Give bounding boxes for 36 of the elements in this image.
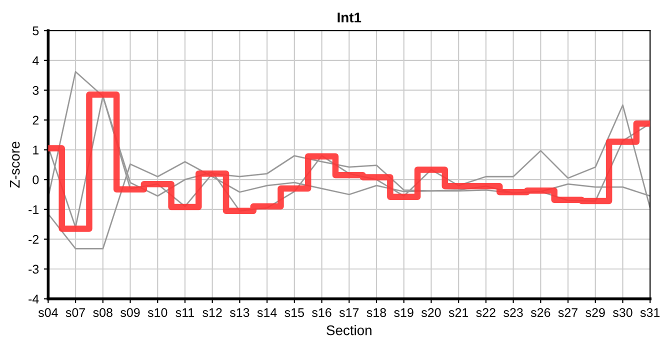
x-tick-label: s04 bbox=[38, 308, 58, 318]
x-tick-label: s15 bbox=[284, 308, 304, 318]
x-tick-label: s19 bbox=[394, 308, 414, 318]
y-axis-title: Z-score bbox=[10, 142, 20, 188]
x-tick-label: s27 bbox=[558, 308, 578, 318]
y-tick-label: 0 bbox=[32, 175, 39, 184]
x-tick-label: s17 bbox=[339, 308, 359, 318]
x-tick-label: s16 bbox=[312, 308, 332, 318]
x-tick-label: s10 bbox=[148, 308, 168, 318]
x-tick-label: s07 bbox=[66, 308, 85, 318]
x-tick-label: s20 bbox=[421, 308, 441, 318]
x-tick-label: s11 bbox=[176, 308, 194, 318]
x-tick-label: s31 bbox=[640, 308, 660, 318]
x-tick-label: s12 bbox=[202, 308, 222, 318]
y-tick-label: -3 bbox=[28, 264, 39, 274]
x-axis-title: Section bbox=[326, 325, 372, 336]
x-tick-label: s30 bbox=[613, 308, 632, 318]
x-tick-label: s29 bbox=[586, 308, 605, 318]
x-tick-label: s26 bbox=[530, 308, 550, 318]
y-tick-label: 4 bbox=[32, 56, 39, 65]
x-tick-label: s21 bbox=[448, 308, 468, 318]
y-tick-label: -1 bbox=[28, 205, 39, 214]
y-tick-label: 1 bbox=[33, 146, 39, 154]
y-tick-label: 2 bbox=[32, 116, 39, 125]
x-tick-label: s14 bbox=[257, 308, 277, 318]
x-tick-label: s23 bbox=[504, 308, 523, 318]
x-tick-label: s18 bbox=[366, 308, 386, 318]
x-tick-label: s08 bbox=[93, 308, 112, 318]
chart-title: Int1 bbox=[338, 12, 362, 22]
x-tick-label: s22 bbox=[476, 308, 496, 318]
x-tick-label: s13 bbox=[230, 308, 250, 318]
x-tick-label: s09 bbox=[120, 308, 140, 318]
y-tick-label: -2 bbox=[28, 235, 39, 244]
y-tick-label: 3 bbox=[32, 86, 39, 95]
y-tick-label: 5 bbox=[32, 26, 39, 36]
y-tick-label: -4 bbox=[28, 294, 39, 304]
